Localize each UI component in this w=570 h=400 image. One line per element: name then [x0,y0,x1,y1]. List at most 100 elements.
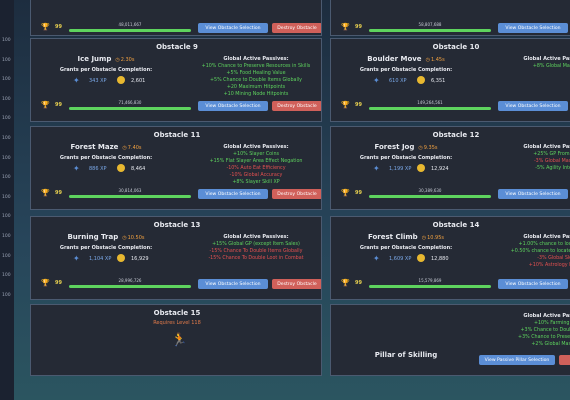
obstacle-card: Obstacle 12 Forest Jog ◷9.35s Grants per Ob… [330,126,570,210]
view-selection-button[interactable]: View Obstacle Selection [498,23,568,33]
passive-line: +15% Global GP (except Item Sales) [212,242,300,247]
runner-icon: 🏃 [171,333,188,348]
passives-label: Global Active Passives: [223,234,289,240]
gp-amount: 12,880 [431,256,449,262]
sidebar-label: 100 [2,234,11,239]
xp-amount: 610 XP [389,78,407,84]
mastery-level: 99 [355,102,362,108]
gp-amount: 2,601 [131,78,146,84]
destroy-button[interactable]: Destroy Obstacle [272,101,321,111]
xp-amount: 1,609 XP [389,256,412,262]
xp-icon: ✦ [73,164,80,173]
xp-amount: 343 XP [89,78,107,84]
grants-label: Grants per Obstacle Completion: [359,67,453,73]
mastery-progress [69,195,191,198]
obstacle-title: Obstacle 14 [432,221,480,229]
gp-icon [117,76,125,84]
obstacle-title: Obstacle 13 [153,221,201,229]
mastery-xp: 58,807,688 [418,22,442,27]
sidebar-label: 100 [2,77,11,83]
obstacle-name: Forest Maze [70,143,119,151]
gp-amount: 8,464 [131,166,146,172]
trophy-icon: 🏆 [341,279,350,287]
gp-icon [417,76,425,84]
sidebar-label: 100 [2,175,11,181]
mastery-level: 99 [355,190,362,196]
view-selection-button[interactable]: View Obstacle Selection [498,279,568,289]
obstacle-title: Obstacle 11 [153,131,201,139]
view-selection-button[interactable]: View Obstacle Selection [198,279,268,289]
obstacle-card: Obstacle 10 Boulder Move ◷1.45s Grants per … [330,38,570,122]
mastery-level: 99 [55,190,62,196]
destroy-button[interactable]: Destroy Obstacle [272,189,321,199]
passives-label: Global Active Passives: [523,144,570,150]
clock-icon: ◷ [122,235,127,241]
passive-line: -15% Chance To Double Items Globally [209,249,303,254]
clock-icon: ◷ [421,235,427,241]
passive-line: +0.50% chance to locate Golden Star [510,249,570,254]
sidebar: 100 100 100 100 100 100 100 100 100 100 100 100 100 1… [0,0,14,400]
passive-line: +10 Mining Node Hitpoints [223,92,289,97]
gp-amount: 6,351 [431,78,446,84]
sidebar-label: 100 [2,116,11,122]
mastery-level: 99 [55,280,62,286]
obstacle-time: 7.40s [127,145,142,151]
mastery-level: 99 [355,280,362,286]
trophy-icon: 🏆 [41,189,50,197]
destroy-button[interactable]: Destroy Obstacle [272,23,321,33]
trophy-icon: 🏆 [41,279,50,287]
sidebar-label: 100 [2,292,11,298]
obstacle-card: +5% Auto Eat Efficiency🏆9948,011,667View… [30,0,322,36]
passive-line: +5% Chance to Double Items Globally [210,78,302,83]
mastery-level: 99 [355,24,362,30]
sidebar-label: 100 [2,253,11,259]
gp-icon [117,164,125,172]
mastery-xp: 30,814,063 [118,188,142,193]
name-row: Forest Jog ◷9.35s [331,143,481,151]
xp-amount: 1,199 XP [389,166,412,172]
obstacle-card: Obstacle 14 Forest Climb ◷10.95s Grants per… [330,216,570,300]
trophy-icon: 🏆 [41,23,50,31]
sidebar-label: 100 [2,38,11,43]
gp-icon [117,254,125,262]
passive-line: +8% Slayer Skill XP [232,180,280,185]
view-selection-button[interactable]: View Obstacle Selection [198,189,268,199]
obstacle-card: Obstacle 9 Ice Jump ◷2.30s Grants per Obsta… [30,38,322,122]
obstacle-title: Obstacle 15 [153,309,201,317]
passive-line: -3% Global Skill [537,256,570,261]
passive-line: +10% Astrology Interv [528,263,570,268]
passive-line: +3% Chance to Preserve Resou [518,335,570,340]
mastery-progress [369,107,491,110]
sidebar-label: 100 [2,214,11,220]
mastery-level: 99 [55,102,62,108]
mastery-xp: 48,011,667 [118,22,142,27]
trophy-icon: 🏆 [41,101,50,109]
view-selection-button[interactable]: View Obstacle Selection [498,189,568,199]
name-row: Forest Maze ◷7.40s [31,143,181,151]
mastery-progress [69,29,191,32]
obstacle-time: 9.35s [423,145,438,151]
obstacle-time: 2.30s [120,57,135,63]
view-selection-button[interactable]: View Obstacle Selection [498,101,568,111]
trophy-icon: 🏆 [341,189,350,197]
sidebar-label: 100 [2,273,11,279]
destroy-button[interactable]: De [559,355,570,365]
xp-amount: 886 XP [89,166,107,172]
destroy-button[interactable]: Destroy Obstacle [272,279,321,289]
sidebar-label: 100 [2,136,11,141]
grants-label: Grants per Obstacle Completion: [59,155,153,161]
view-selection-button[interactable]: View Passive Pillar Selection [479,355,555,365]
gp-icon [417,254,425,262]
view-selection-button[interactable]: View Obstacle Selection [198,101,268,111]
mastery-xp: 149,264,561 [417,100,443,105]
view-selection-button[interactable]: View Obstacle Selection [198,23,268,33]
grants-label: Grants per Obstacle Completion: [59,245,153,251]
name-row: Boulder Move ◷1.45s [331,55,481,63]
sidebar-label: 100 [2,96,11,102]
passives-label: Global Active Passives: [223,144,289,150]
passive-line: +10% Chance to Preserve Resources in Ski… [201,64,311,69]
name-row: Forest Climb ◷10.95s [331,233,481,241]
obstacle-title: Obstacle 12 [432,131,480,139]
passive-line: +15% Flat Slayer Area Effect Negation [209,159,303,164]
